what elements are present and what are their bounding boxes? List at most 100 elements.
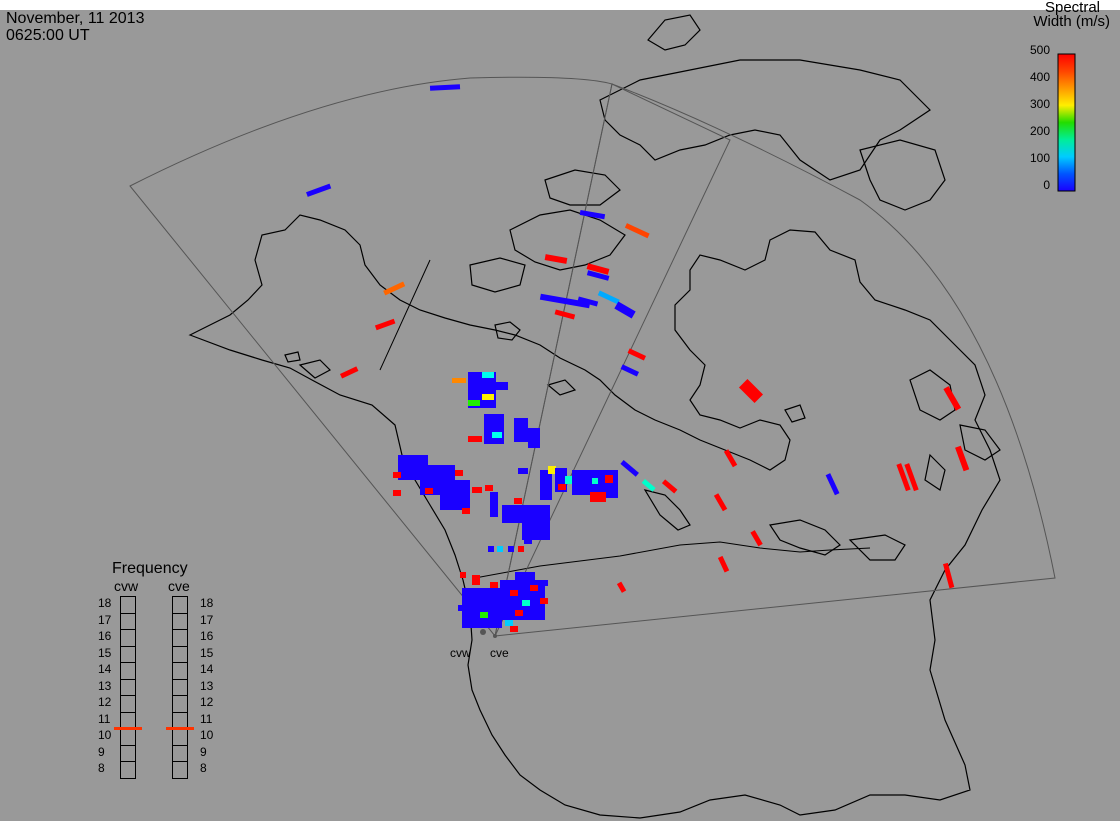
echo-cell: [306, 183, 332, 197]
echo-cell: [614, 301, 636, 319]
date-label: November, 11 2013: [6, 10, 145, 27]
echo-cell: [620, 460, 639, 477]
echo-cell: [485, 485, 493, 491]
frequency-marker: [114, 727, 142, 730]
echo-cell: [374, 318, 396, 331]
radar-echo-cells: [306, 84, 970, 632]
echo-cell: [528, 428, 540, 448]
echo-cell: [518, 468, 528, 474]
echo-cell: [586, 270, 610, 281]
frequency-box: [172, 612, 188, 630]
echo-cell: [492, 432, 502, 438]
frequency-box: [172, 744, 188, 762]
colorbar-tick-label: 200: [1029, 124, 1050, 138]
echo-cell: [597, 290, 620, 305]
echo-cell: [539, 293, 591, 309]
frequency-box: [120, 728, 136, 746]
echo-cell: [750, 530, 763, 547]
frequency-level-right: 18: [200, 596, 214, 610]
echo-cell: [540, 580, 548, 586]
echo-cell: [943, 386, 962, 411]
frequency-radar-cvw: cvw: [114, 578, 139, 594]
frequency-box: [172, 629, 188, 647]
coastlines: [188, 14, 1001, 819]
frequency-level-right: 9: [200, 744, 207, 759]
frequency-box: [120, 612, 136, 630]
frequency-box: [172, 728, 188, 746]
echo-cell: [429, 84, 461, 91]
frequency-level-right: 11: [200, 711, 213, 726]
frequency-level-left: 17: [98, 612, 112, 627]
echo-cell: [510, 626, 518, 632]
echo-cell: [514, 498, 522, 504]
colorbar-tick-label: 0: [1043, 178, 1050, 192]
echo-cell: [518, 546, 524, 552]
echo-cell: [723, 449, 738, 468]
echo-cell: [713, 493, 728, 512]
echo-cell: [592, 478, 600, 484]
fov-cve: [494, 83, 1056, 637]
echo-cell: [620, 364, 640, 377]
echo-cell: [904, 463, 919, 492]
frequency-box: [120, 744, 136, 762]
fov-cvw: [129, 76, 613, 638]
echo-cell: [468, 436, 482, 442]
echo-cell: [455, 470, 463, 476]
echo-cell: [616, 581, 627, 593]
frequency-box: [120, 695, 136, 713]
frequency-box: [120, 629, 136, 647]
frequency-box: [120, 761, 136, 779]
frequency-level-left: 18: [98, 596, 112, 610]
echo-cell: [460, 572, 466, 578]
echo-cell: [462, 508, 470, 514]
colorbar-tick-label: 300: [1029, 97, 1050, 111]
echo-cell: [627, 348, 647, 361]
frequency-level-right: 15: [200, 645, 214, 660]
frequency-level-right: 17: [200, 612, 214, 627]
echo-cell: [515, 572, 535, 582]
frequency-box: [120, 596, 136, 614]
echo-cell: [502, 505, 524, 523]
echo-cell: [393, 472, 401, 478]
colorbar-title-line2: Width (m/s): [1033, 13, 1110, 30]
echo-cell: [425, 488, 433, 494]
echo-cell: [590, 492, 606, 502]
frequency-level-left: 12: [98, 695, 112, 709]
frequency-box: [172, 678, 188, 696]
echo-cell: [554, 309, 576, 320]
frequency-box: [172, 761, 188, 779]
echo-cell: [490, 492, 498, 517]
radar-sites: [480, 629, 497, 638]
echo-cell: [482, 394, 494, 400]
echo-cell: [496, 382, 508, 390]
echo-cell: [524, 538, 532, 544]
echo-cell: [548, 466, 556, 474]
echo-cell: [510, 590, 518, 596]
echo-cell: [717, 555, 730, 573]
echo-cell: [472, 575, 480, 585]
colorbar-tick-label: 500: [1029, 43, 1050, 57]
echo-cell: [565, 476, 575, 484]
echo-cell: [624, 223, 650, 239]
echo-cell: [558, 484, 566, 490]
frequency-level-right: 13: [200, 678, 214, 693]
frequency-box: [172, 645, 188, 663]
site-label-cvw: cvw: [450, 646, 471, 660]
echo-cell: [505, 620, 513, 626]
echo-cell: [738, 378, 764, 404]
frequency-level-right: 12: [200, 695, 214, 709]
echo-cell: [508, 546, 514, 552]
frequency-marker: [166, 727, 194, 730]
echo-cell: [544, 254, 568, 264]
echo-cell: [641, 478, 656, 492]
frequency-box: [120, 645, 136, 663]
frequency-level-right: 14: [200, 662, 214, 676]
echo-cell: [462, 588, 502, 628]
echo-cell: [540, 470, 552, 500]
frequency-level-left: 15: [98, 645, 112, 660]
top-margin-strip: [0, 0, 1120, 10]
echo-cell: [480, 612, 488, 618]
site-cvw-marker: [480, 629, 486, 635]
echo-cell: [452, 378, 466, 383]
